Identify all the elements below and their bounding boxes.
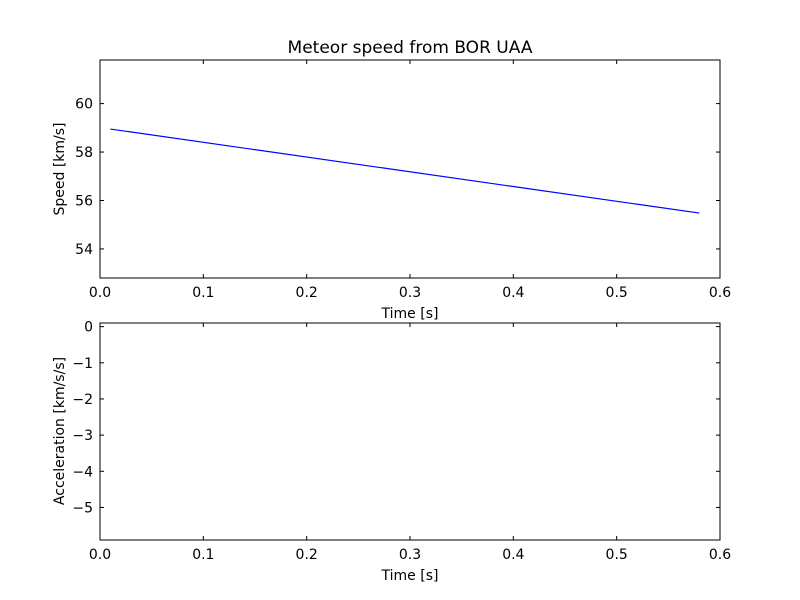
speed-y-tick-label: 60 [75,97,93,113]
acceleration-x-tick-label: 0.3 [399,547,421,563]
acceleration-x-ticks: 0.0 0.1 0.2 0.3 0.4 0.5 0.6 [89,323,731,563]
speed-x-tick-label: 0.6 [709,285,731,301]
speed-x-axis-label: Time [s] [381,306,439,322]
speed-series-line [110,128,700,214]
speed-x-ticks: 0.0 0.1 0.2 0.3 0.4 0.5 0.6 [89,60,731,301]
speed-x-tick-label: 0.4 [502,285,524,301]
acceleration-y-tick-label: −5 [72,500,93,516]
acceleration-y-axis-label: Acceleration [km/s/s] [52,357,68,505]
speed-x-tick-label: 0.0 [89,285,111,301]
speed-series-group [110,128,700,214]
acceleration-x-axis-label: Time [s] [381,568,439,584]
speed-y-tick-label: 56 [75,193,93,209]
acceleration-x-tick-label: 0.4 [502,547,524,563]
acceleration-panel: 0.0 0.1 0.2 0.3 0.4 0.5 0.6 0 −1 −2 −3 −4 −5 Time [… [52,320,731,584]
speed-panel: Meteor speed from BOR UAA 0.0 0.1 0.2 0.3 0.… [52,38,731,322]
speed-x-tick-label: 0.5 [606,285,628,301]
speed-x-tick-label: 0.2 [296,285,318,301]
speed-chart-title: Meteor speed from BOR UAA [288,38,533,58]
acceleration-y-ticks: 0 −1 −2 −3 −4 −5 [72,320,720,516]
speed-x-tick-label: 0.1 [192,285,214,301]
speed-y-tick-label: 54 [75,242,93,258]
acceleration-y-tick-label: −1 [72,356,93,372]
speed-y-tick-label: 58 [75,145,93,161]
acceleration-x-tick-label: 0.6 [709,547,731,563]
speed-x-tick-label: 0.3 [399,285,421,301]
acceleration-x-tick-label: 0.2 [296,547,318,563]
speed-y-axis-label: Speed [km/s] [52,122,68,215]
acceleration-y-tick-label: 0 [84,320,93,336]
acceleration-y-tick-label: −2 [72,392,93,408]
acceleration-y-tick-label: −4 [72,464,93,480]
speed-y-ticks: 54 56 58 60 [75,97,720,258]
acceleration-x-tick-label: 0.1 [192,547,214,563]
acceleration-x-tick-label: 0.5 [606,547,628,563]
acceleration-y-tick-label: −3 [72,428,93,444]
acceleration-x-tick-label: 0.0 [89,547,111,563]
